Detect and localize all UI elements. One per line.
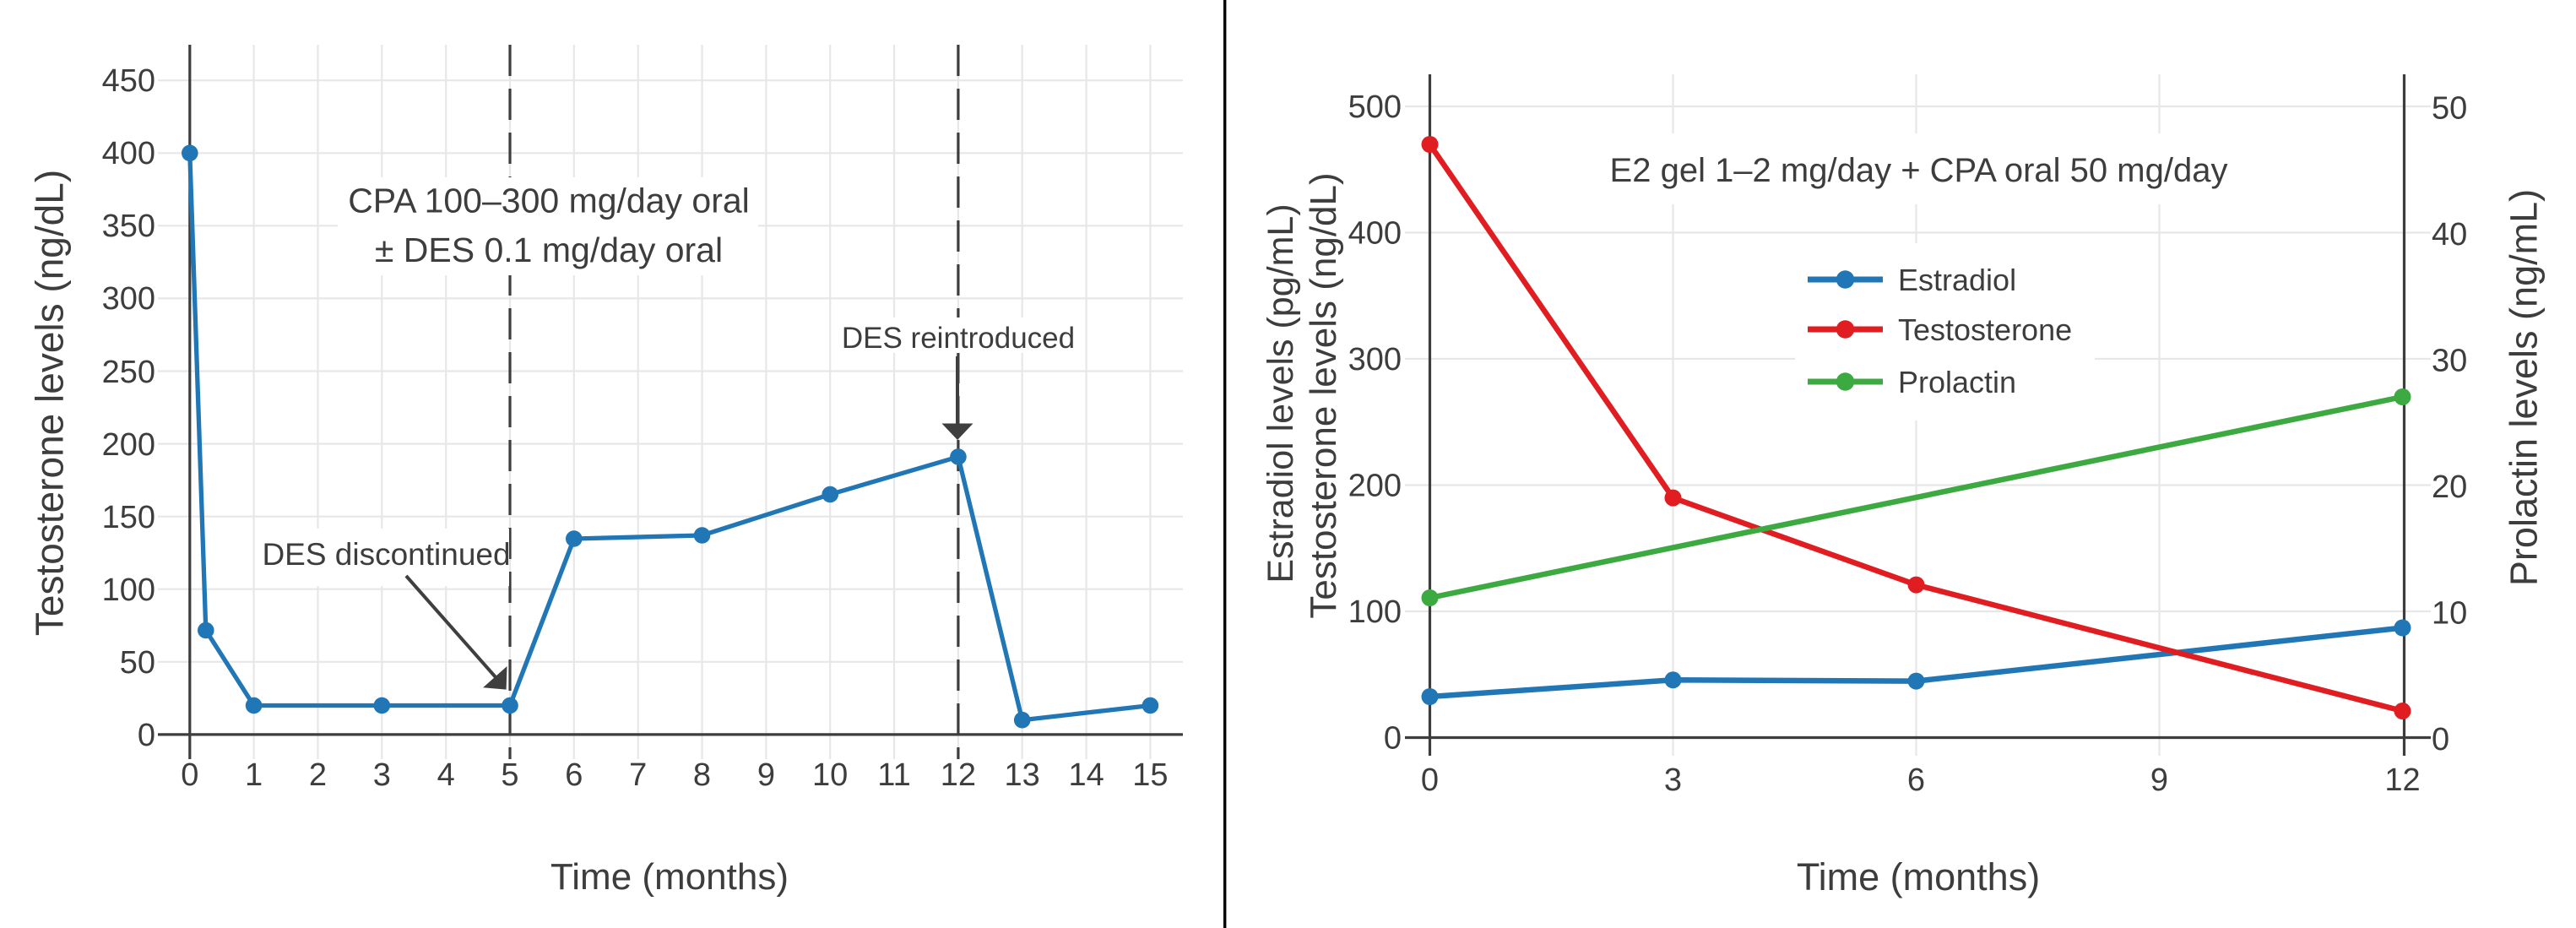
svg-text:0: 0 <box>138 718 155 753</box>
svg-text:5: 5 <box>501 757 518 793</box>
svg-text:9: 9 <box>2150 762 2168 798</box>
svg-text:200: 200 <box>1348 469 1402 504</box>
svg-text:CPA 100–300 mg/day oral: CPA 100–300 mg/day oral <box>348 182 750 220</box>
svg-text:12: 12 <box>941 757 976 793</box>
svg-text:40: 40 <box>2432 217 2467 252</box>
svg-text:0: 0 <box>1421 762 1439 798</box>
svg-text:7: 7 <box>629 757 647 793</box>
svg-text:10: 10 <box>2432 596 2467 632</box>
svg-text:Testosterone levels (ng/dL): Testosterone levels (ng/dL) <box>1303 172 1344 618</box>
svg-text:13: 13 <box>1005 757 1040 793</box>
svg-text:150: 150 <box>102 500 155 535</box>
svg-text:4: 4 <box>437 757 455 793</box>
svg-text:Estradiol: Estradiol <box>1898 263 2016 297</box>
svg-text:3: 3 <box>1664 762 1682 798</box>
svg-text:300: 300 <box>1348 342 1402 377</box>
svg-text:6: 6 <box>565 757 583 793</box>
svg-text:Prolactin: Prolactin <box>1898 365 2016 399</box>
svg-text:11: 11 <box>877 757 910 793</box>
svg-text:500: 500 <box>1348 90 1402 125</box>
svg-text:350: 350 <box>102 209 155 244</box>
svg-text:3: 3 <box>373 757 391 793</box>
svg-text:0: 0 <box>181 757 198 793</box>
svg-text:50: 50 <box>2432 91 2467 127</box>
svg-text:400: 400 <box>102 136 155 171</box>
svg-text:20: 20 <box>2432 469 2467 505</box>
svg-text:9: 9 <box>757 757 775 793</box>
svg-text:200: 200 <box>102 427 155 463</box>
svg-text:50: 50 <box>120 645 155 681</box>
svg-text:30: 30 <box>2432 344 2467 379</box>
svg-text:Time (months): Time (months) <box>550 856 789 898</box>
svg-text:DES reintroduced: DES reintroduced <box>842 322 1075 355</box>
svg-text:± DES 0.1 mg/day oral: ± DES 0.1 mg/day oral <box>375 231 723 269</box>
svg-text:2: 2 <box>309 757 327 793</box>
svg-text:6: 6 <box>1907 762 1925 798</box>
svg-text:0: 0 <box>1384 721 1402 757</box>
svg-text:15: 15 <box>1132 757 1168 793</box>
svg-text:E2 gel 1–2 mg/day + CPA oral 5: E2 gel 1–2 mg/day + CPA oral 50 mg/day <box>1610 152 2228 189</box>
svg-text:12: 12 <box>2384 762 2420 798</box>
svg-text:0: 0 <box>2432 722 2449 757</box>
svg-text:300: 300 <box>102 281 155 317</box>
svg-text:450: 450 <box>102 63 155 99</box>
svg-text:8: 8 <box>693 757 711 793</box>
svg-text:100: 100 <box>1348 594 1402 630</box>
svg-text:10: 10 <box>812 757 848 793</box>
svg-text:400: 400 <box>1348 216 1402 252</box>
svg-text:Prolactin levels (ng/mL): Prolactin levels (ng/mL) <box>2503 189 2546 586</box>
svg-text:Estradiol levels (pg/mL): Estradiol levels (pg/mL) <box>1261 204 1301 583</box>
svg-text:Testosterone: Testosterone <box>1898 312 2072 347</box>
svg-text:Time (months): Time (months) <box>1797 855 2040 898</box>
svg-text:DES discontinued: DES discontinued <box>262 537 510 572</box>
svg-text:14: 14 <box>1068 757 1104 793</box>
svg-text:100: 100 <box>102 573 155 608</box>
svg-text:Testosterone levels (ng/dL): Testosterone levels (ng/dL) <box>28 170 72 636</box>
svg-text:1: 1 <box>245 757 263 793</box>
svg-text:250: 250 <box>102 355 155 390</box>
